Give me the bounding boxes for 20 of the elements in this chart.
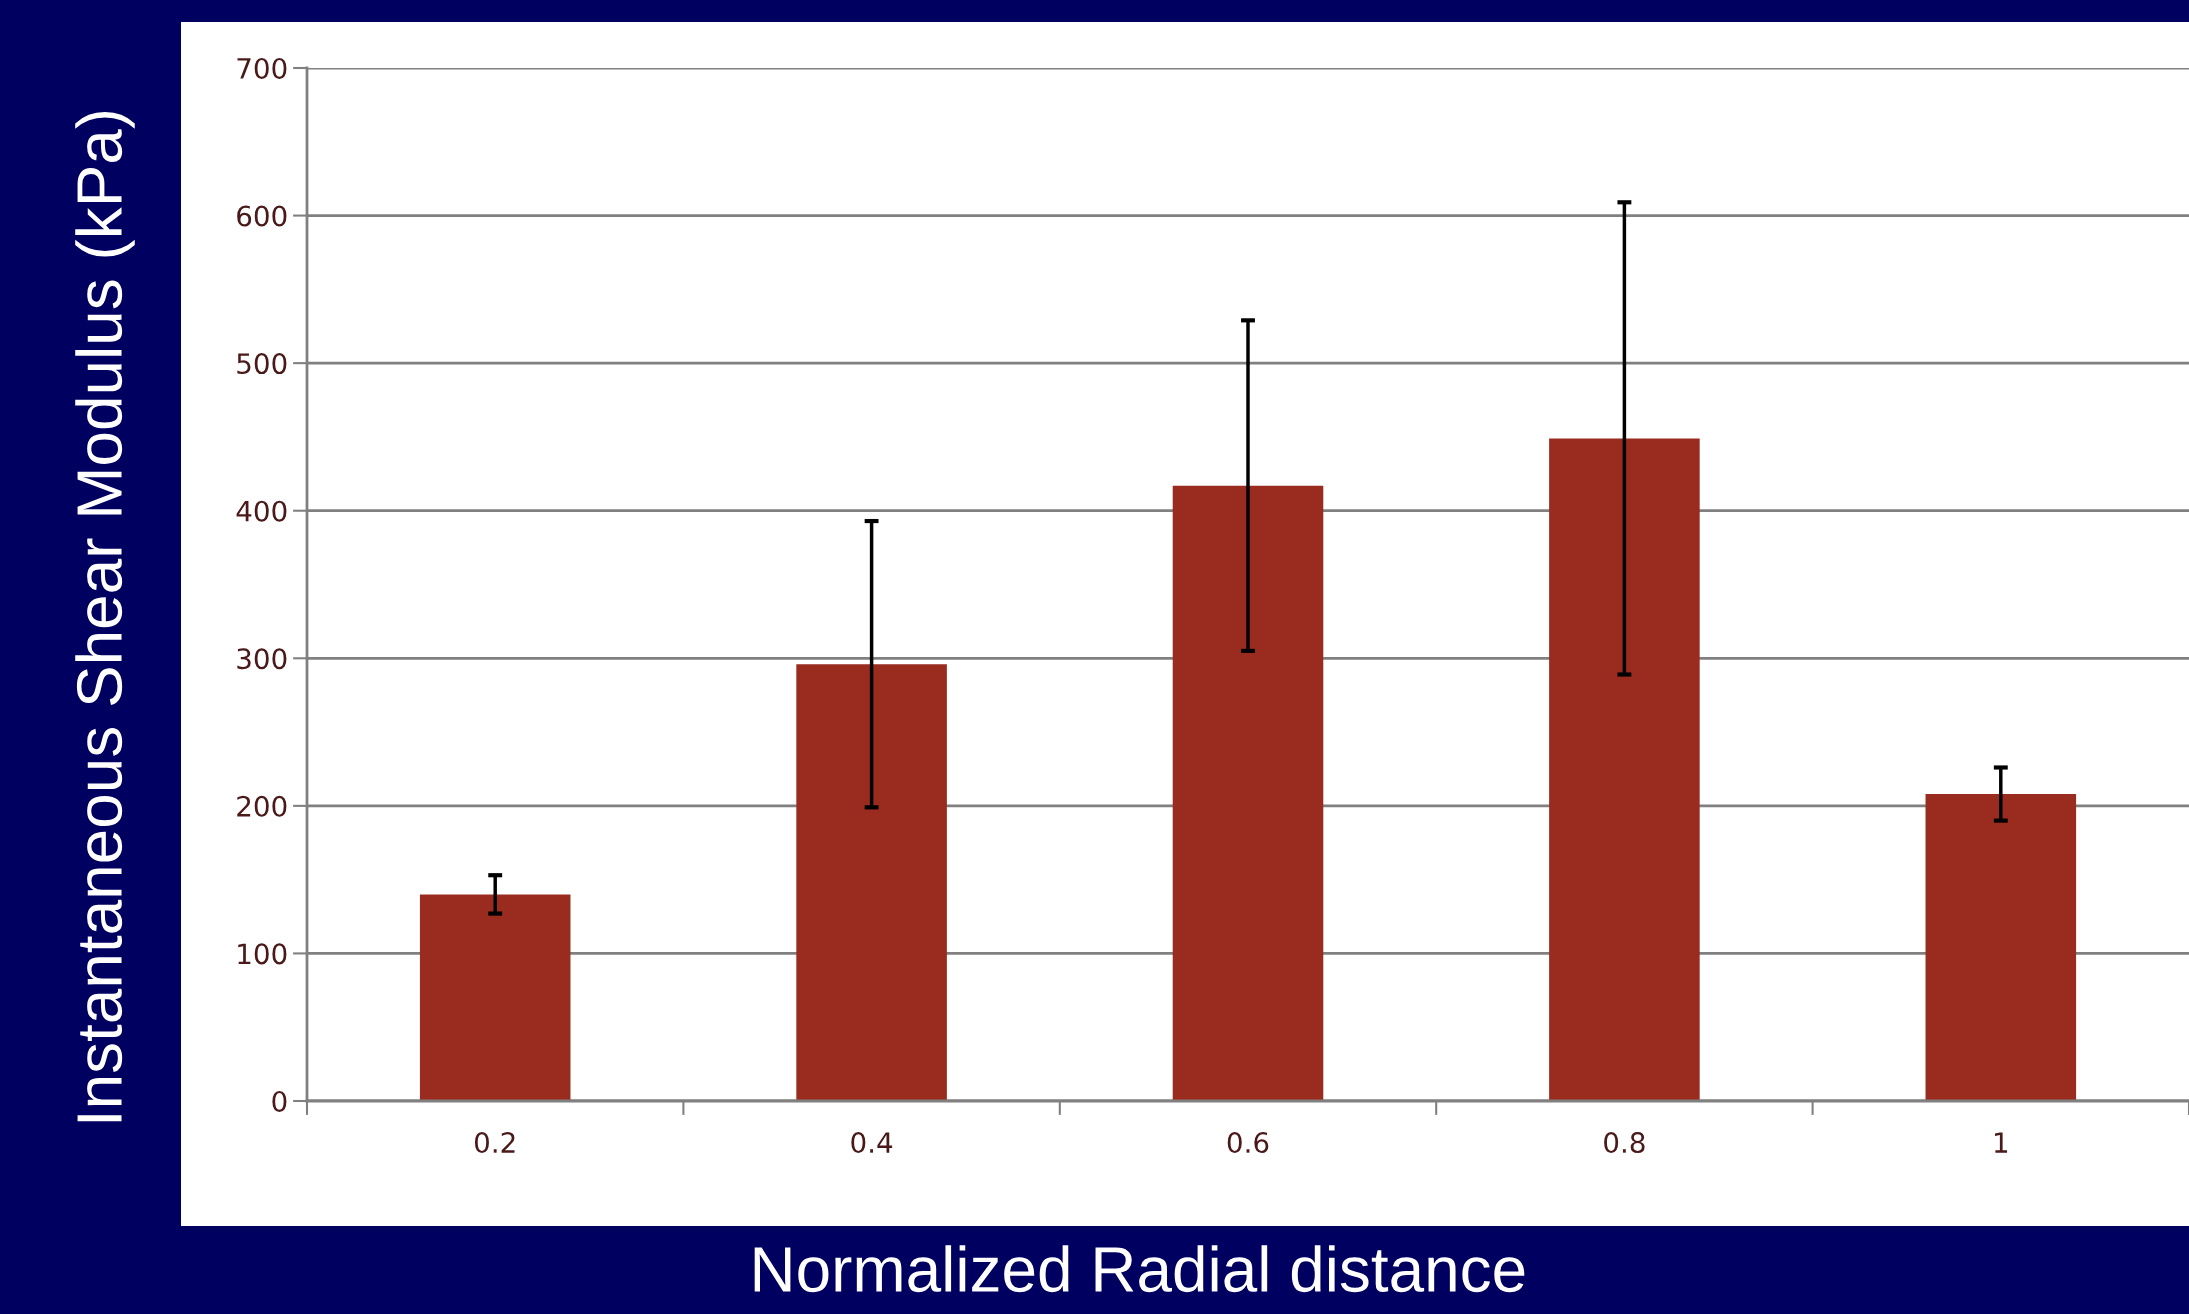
x-tick-label: 0.2	[474, 1132, 515, 1154]
y-tick-label: 100	[238, 943, 287, 965]
y-tick-label: 0	[272, 1090, 287, 1112]
x-tick-label: 0.6	[1227, 1132, 1269, 1154]
y-tick-label: 500	[237, 353, 287, 375]
y-tick-label: 200	[237, 795, 287, 817]
x-tick-label: 0.4	[851, 1132, 893, 1154]
bar	[1549, 438, 1700, 1101]
y-axis-title: Instantaneous Shear Modulus (kPa)	[75, 111, 135, 1122]
y-tick-label: 600	[237, 205, 287, 227]
x-tick-label: 0.8	[1604, 1132, 1645, 1154]
y-tick-label: 700	[237, 57, 287, 79]
y-tick-label: 400	[236, 500, 287, 522]
x-axis-title: Normalized Radial distance	[754, 1245, 1525, 1293]
bar	[1925, 794, 2077, 1101]
bar	[796, 664, 947, 1101]
bar	[1172, 485, 1324, 1101]
x-tick-label: 1	[1995, 1132, 2008, 1153]
bar	[419, 894, 571, 1101]
y-tick-label: 300	[237, 648, 287, 670]
